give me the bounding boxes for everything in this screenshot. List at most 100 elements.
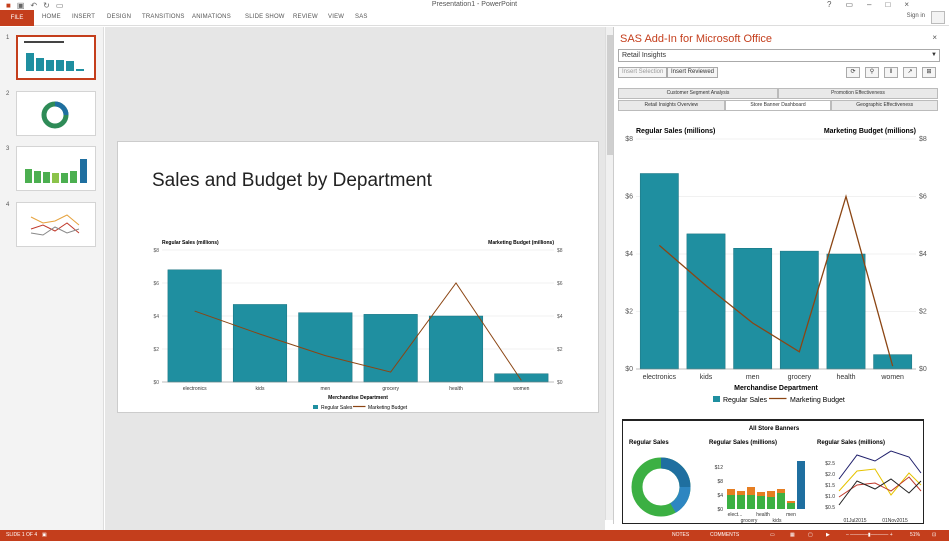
avatar[interactable] (931, 11, 945, 24)
tab-animations[interactable]: ANIMATIONS (192, 14, 231, 20)
slide-thumbnail-3[interactable] (16, 146, 96, 191)
insert-reviewed-button[interactable]: Insert Reviewed (667, 67, 719, 78)
bottom-strip (0, 541, 949, 554)
tab-customer-segment-analysis[interactable]: Customer Segment Analysis (618, 88, 778, 99)
mini-bar[interactable] (767, 497, 775, 509)
chevron-down-icon[interactable]: ▼ (931, 52, 937, 58)
notes-button[interactable]: NOTES (672, 532, 690, 538)
tab-sas[interactable]: SAS (355, 14, 368, 20)
tab-insert[interactable]: INSERT (72, 14, 96, 20)
tab-promotion-effectiveness[interactable]: Promotion Effectiveness (778, 88, 938, 99)
bar-kids[interactable] (232, 304, 288, 383)
scrollbar-thumb[interactable] (607, 35, 613, 155)
tab-file[interactable]: FILE (0, 10, 34, 26)
tab-slide-show[interactable]: SLIDE SHOW (245, 14, 285, 20)
normal-view-icon[interactable]: ▭ (770, 532, 775, 538)
mini-bar[interactable] (797, 469, 805, 509)
pane-chart[interactable]: Regular Sales (millions) Marketing Budget… (618, 119, 936, 411)
thumbnail-number: 3 (6, 146, 10, 152)
tab-home[interactable]: HOME (42, 14, 61, 20)
tab-geographic-effectiveness[interactable]: Geographic Effectiveness (831, 100, 939, 111)
spelling-icon[interactable]: ▣ (42, 532, 47, 538)
tab-design[interactable]: DESIGN (107, 14, 132, 20)
insert-selection-button[interactable]: Insert Selection (618, 67, 668, 78)
bar-health[interactable] (428, 315, 484, 383)
tab-retail-insights-overview[interactable]: Retail Insights Overview (618, 100, 725, 111)
bar-women[interactable] (873, 354, 913, 370)
slide-chart[interactable]: Regular Sales (millions) Marketing Budget… (118, 142, 598, 414)
redo-icon[interactable]: ↻ (43, 0, 50, 10)
store-banners-graphics[interactable]: All Store Banners Regular Sales Regular … (623, 421, 925, 524)
mini-line-series[interactable] (838, 476, 922, 498)
mini-line-series[interactable] (838, 450, 922, 480)
vertical-scrollbar[interactable] (605, 27, 613, 520)
donut-segment-lightblue[interactable] (669, 486, 691, 513)
tab-view[interactable]: VIEW (328, 14, 345, 20)
bar-electronics[interactable] (167, 269, 222, 383)
mini-bar-y-tick: $0 (717, 507, 723, 513)
mini-bar-stack[interactable] (767, 491, 775, 497)
y-tick-right: $0 (919, 366, 927, 373)
reading-view-icon[interactable]: ▢ (808, 532, 813, 538)
slide-thumbnail-2[interactable] (16, 91, 96, 136)
bar-men[interactable] (298, 312, 353, 383)
mini-bar-stack[interactable] (787, 501, 795, 503)
donut-segment-blue[interactable] (660, 457, 691, 488)
slide-thumbnail-1[interactable] (16, 35, 96, 80)
slide-title[interactable]: Sales and Budget by Department (152, 170, 432, 191)
current-slide[interactable]: Sales and Budget by Department Regular S… (117, 141, 599, 413)
marketing-budget-line[interactable] (194, 282, 522, 381)
marketing-budget-line[interactable] (658, 194, 894, 367)
slide-sorter-icon[interactable]: ▦ (790, 532, 795, 538)
bar-electronics[interactable] (639, 173, 679, 370)
dock-icon[interactable]: ⊞ (922, 67, 936, 78)
close-icon[interactable]: × (904, 0, 909, 9)
mini-bar-stack[interactable] (777, 489, 785, 493)
mini-bar[interactable] (727, 495, 735, 509)
mini-bar[interactable] (747, 495, 755, 509)
x-tick-women: women (513, 386, 529, 392)
mini-line-series[interactable] (838, 468, 922, 496)
start-from-beginning-icon[interactable]: ▭ (55, 0, 64, 10)
close-pane-icon[interactable]: × (932, 33, 937, 42)
refresh-icon[interactable]: ⟳ (846, 67, 860, 78)
slideshow-icon[interactable]: ▶ (826, 532, 830, 538)
comments-button[interactable]: COMMENTS (710, 532, 740, 538)
minimize-icon[interactable]: – (867, 0, 872, 9)
slide-thumbnail-4[interactable] (16, 202, 96, 247)
bar-health[interactable] (826, 253, 866, 370)
mini-bar-stack[interactable] (727, 489, 735, 495)
bar-men[interactable] (733, 248, 773, 370)
bar-kids[interactable] (686, 233, 726, 370)
filter-icon[interactable]: ⚲ (865, 67, 879, 78)
mini-bar-stack[interactable] (757, 492, 765, 496)
zoom-slider[interactable]: – ─────▮───── + (846, 532, 893, 538)
mini-bar[interactable] (737, 495, 745, 509)
y-axis-left-label: Regular Sales (millions) (636, 128, 715, 135)
bar-women[interactable] (494, 373, 549, 383)
mini-bar[interactable] (757, 496, 765, 509)
tab-transitions[interactable]: TRANSITIONS (142, 14, 185, 20)
y-tick-left: $4 (625, 251, 633, 258)
help-icon[interactable]: ? (827, 0, 832, 9)
maximize-icon[interactable]: □ (885, 0, 891, 9)
report-selector[interactable]: Retail Insights ▼ (618, 49, 940, 62)
tab-review[interactable]: REVIEW (293, 14, 318, 20)
pause-icon[interactable]: ‖ (884, 67, 898, 78)
mini-bar-stack[interactable] (797, 461, 805, 469)
x-tick-electronics: electronics (643, 374, 677, 381)
expand-icon[interactable]: ↗ (903, 67, 917, 78)
mini-bar-stack[interactable] (737, 491, 745, 495)
mini-bar-stack[interactable] (747, 487, 755, 495)
mini-line-series[interactable] (838, 478, 922, 506)
ribbon-display-icon[interactable]: ▭ (845, 0, 854, 9)
y-tick-right: $0 (557, 380, 563, 386)
sign-in-link[interactable]: Sign in (906, 13, 925, 19)
zoom-level[interactable]: 51% (910, 532, 921, 538)
tab-store-banner-dashboard[interactable]: Store Banner Dashboard (724, 100, 832, 111)
undo-icon[interactable]: ↶ (30, 0, 38, 10)
save-icon[interactable]: ▣ (16, 0, 25, 10)
fit-to-window-icon[interactable]: ⊡ (932, 532, 937, 538)
mini-bar[interactable] (777, 493, 785, 509)
mini-bar[interactable] (787, 503, 795, 509)
